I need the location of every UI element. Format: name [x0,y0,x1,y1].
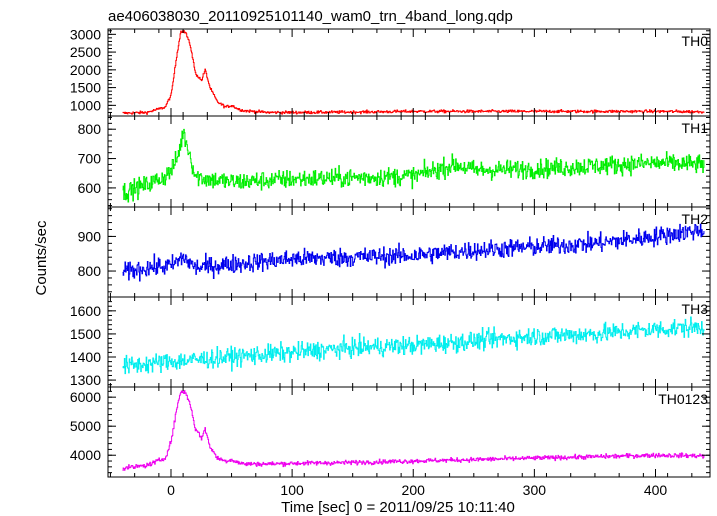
series-line-th0123 [122,390,705,471]
y-tick-label: 600 [78,180,102,196]
y-tick-label: 800 [78,121,102,137]
panel-frame [107,115,711,208]
y-tick-label: 3000 [70,26,101,42]
y-tick-label: 4000 [70,447,101,463]
series-line-th1 [122,128,705,203]
series-label-th2: TH2 [682,211,709,227]
y-tick-label: 1500 [70,326,101,342]
panel-frame [107,296,711,388]
x-tick-label: 0 [167,482,175,498]
y-tick-label: 800 [78,263,102,279]
panel-th3: 1300 1400 1500 1600 TH3 [70,296,711,388]
x-tick-label: 400 [644,482,668,498]
x-tick-label: 200 [402,482,426,498]
panel-th2: 800 900 TH2 [78,206,711,298]
y-tick-label: 2500 [70,44,101,60]
series-label-th0: TH0 [682,33,709,49]
y-tick-label: 6000 [70,389,101,405]
y-tick-label: 1500 [70,80,101,96]
panel-frame [107,206,711,298]
x-tick-label: 300 [523,482,547,498]
y-tick-label: 1300 [70,372,101,388]
panel-frame [107,28,711,117]
chart-title: ae406038030_20110925101140_wam0_trn_4ban… [108,8,513,25]
panel-th1: 600 700 800 TH1 [78,115,711,208]
y-tick-label: 900 [78,228,102,244]
y-axis-label: Counts/sec [33,220,50,296]
x-axis-label: Time [sec] 0 = 2011/09/25 10:11:40 [281,499,515,516]
series-label-th3: TH3 [682,301,709,317]
series-label-th0123: TH0123 [658,391,708,407]
y-tick-label: 1000 [70,97,101,113]
series-line-th2 [122,223,705,282]
y-tick-label: 5000 [70,418,101,434]
panel-th0123: 4000 5000 6000 TH0123 [70,386,711,478]
series-line-th3 [122,316,705,375]
series-label-th1: TH1 [682,120,709,136]
y-tick-label: 700 [78,151,102,167]
y-tick-label: 1400 [70,349,101,365]
y-tick-label: 2000 [70,62,101,78]
series-line-th0 [122,30,705,115]
y-tick-label: 1600 [70,303,101,319]
x-tick-label: 100 [280,482,304,498]
